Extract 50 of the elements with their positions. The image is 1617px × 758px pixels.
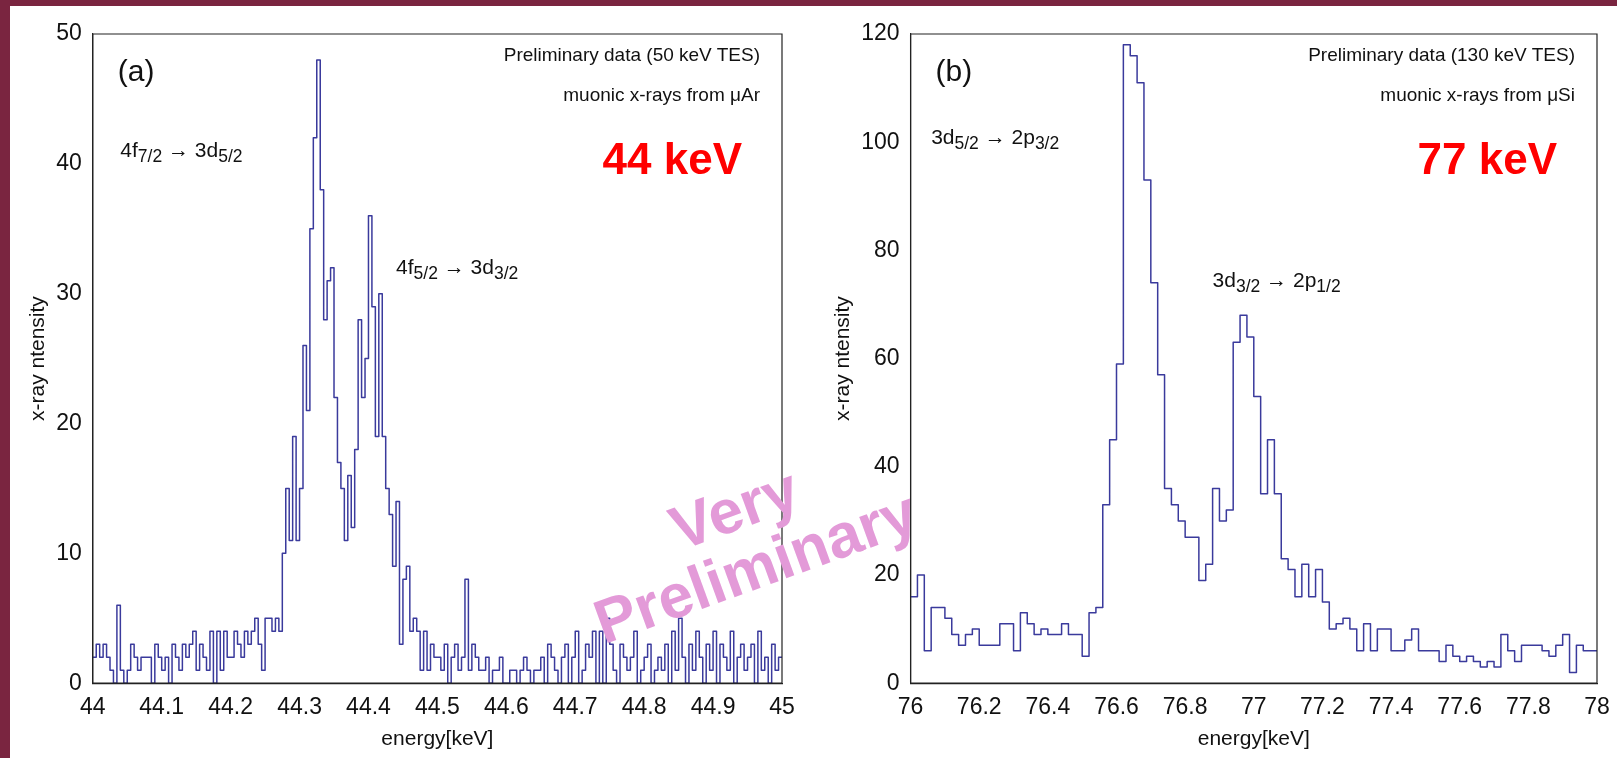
annotation: muonic x-rays from μSi [1380, 84, 1575, 106]
x-axis-title: energy[keV] [381, 726, 494, 750]
y-tick-label: 50 [56, 19, 82, 46]
annotation: 3d$_{3/2}$ → 2p$_{1/2}$ [1212, 267, 1341, 297]
y-tick-label: 60 [873, 343, 900, 370]
y-tick-label: 120 [861, 19, 900, 46]
y-tick-label: 0 [68, 668, 82, 695]
x-tick-label: 76.4 [1025, 693, 1071, 720]
x-tick-label: 77.6 [1437, 693, 1483, 720]
x-axis-title: energy[keV] [1197, 726, 1310, 750]
x-tick-label: 44 [79, 693, 106, 720]
x-tick-label: 77.2 [1300, 693, 1345, 720]
y-axis-title: x-ray ntensity [830, 295, 854, 422]
x-tick-label: 78 [1584, 693, 1610, 720]
y-tick-label: 10 [56, 538, 82, 565]
x-tick-label: 77.4 [1368, 693, 1414, 720]
y-tick-label: 30 [56, 279, 82, 306]
y-tick-label: 100 [861, 127, 900, 154]
x-tick-label: 76.2 [956, 693, 1002, 720]
x-tick-label: 77 [1240, 693, 1267, 720]
y-tick-label: 40 [873, 452, 900, 479]
x-tick-label: 44.8 [621, 693, 667, 720]
x-tick-label: 44.5 [415, 693, 460, 720]
annotation: Preliminary data (50 keV TES) [503, 44, 760, 66]
x-tick-label: 76 [897, 693, 924, 720]
x-tick-label: 44.3 [277, 693, 322, 720]
annotation: Preliminary data (130 keV TES) [1308, 44, 1575, 66]
x-tick-label: 44.6 [483, 693, 529, 720]
y-tick-label: 0 [886, 668, 900, 695]
annotation: 44 keV [602, 134, 742, 184]
y-tick-label: 20 [56, 408, 82, 435]
x-tick-label: 77.8 [1505, 693, 1551, 720]
x-tick-label: 76.6 [1094, 693, 1139, 720]
y-tick-label: 40 [56, 149, 82, 176]
annotation: 4f$_{7/2}$ → 3d$_{5/2}$ [120, 137, 243, 168]
x-tick-label: 76.8 [1162, 693, 1208, 720]
annotation: (a) [117, 54, 155, 88]
annotation: 4f$_{5/2}$ → 3d$_{3/2}$ [396, 254, 519, 284]
x-tick-label: 44.9 [690, 693, 736, 720]
y-tick-label: 80 [873, 235, 900, 262]
x-tick-label: 44.2 [208, 693, 254, 720]
x-tick-label: 45 [769, 693, 795, 720]
annotation: muonic x-rays from μAr [563, 84, 760, 106]
x-tick-label: 44.4 [346, 693, 392, 720]
annotation: 3d$_{5/2}$ → 2p$_{3/2}$ [931, 124, 1060, 155]
x-tick-label: 44.1 [139, 693, 185, 720]
annotation: 77 keV [1417, 134, 1557, 184]
x-tick-label: 44.7 [552, 693, 598, 720]
y-axis-title: x-ray ntensity [25, 295, 49, 422]
annotation: (b) [935, 54, 973, 88]
